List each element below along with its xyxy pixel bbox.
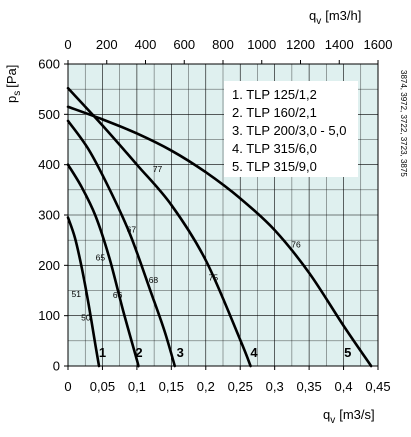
x-top-tick-label: 200 [96,37,118,52]
x-bottom-tick-label: 0,2 [197,379,215,394]
x-bottom-axis-unit: [m3/s] [339,407,374,422]
x-bottom-tick-label: 0,45 [365,379,390,394]
x-top-tick-label: 1400 [325,37,354,52]
y-axis-symbol: p [4,96,19,103]
curve-2 [66,163,140,368]
y-tick-label: 0 [53,359,60,374]
x-top-tick-label: 800 [212,37,234,52]
x-bottom-tick-label: 0,25 [228,379,253,394]
x-top-tick-label: 0 [64,37,71,52]
efficiency-label: 77 [153,164,163,174]
x-bottom-ticks: 0 0,05 0,1 0,15 0,2 0,25 0,3 0,35 0,4 0,45 [64,366,391,394]
x-bottom-tick-label: 0,35 [296,379,321,394]
x-top-axis-symbol: q [309,8,316,23]
x-bottom-axis-title: qv [m3/s] [323,407,375,426]
legend-entry: 3. TLP 200/3,0 - 5,0 [232,123,346,138]
x-top-axis-title: qv [m3/h] [309,8,361,27]
side-code-text: 3874, 3972, 3722, 3723, 3875 [399,70,408,177]
curves [66,86,373,368]
y-axis-unit: [Pa] [4,65,19,88]
x-bottom-tick-label: 0,1 [128,379,146,394]
x-bottom-tick-label: 0 [64,379,71,394]
x-bottom-axis-subscript: v [330,415,335,426]
svg-text:qv[m3/s]: qv [m3/s] [323,407,375,426]
legend: 1. TLP 125/1,2 2. TLP 160/2,1 3. TLP 200… [224,81,358,177]
y-axis-subscript: s [12,91,23,96]
legend-entry: 4. TLP 315/6,0 [232,141,317,156]
efficiency-label: 50 [81,313,91,323]
y-tick-label: 100 [38,308,60,323]
efficiency-label: 76 [291,240,301,250]
y-tick-label: 400 [38,157,60,172]
svg-text:qv[m3/h]: qv [m3/h] [309,8,361,27]
x-top-tick-label: 400 [135,37,157,52]
x-top-tick-label: 1200 [286,37,315,52]
efficiency-label: 68 [149,275,159,285]
x-bottom-tick-label: 0,4 [335,379,353,394]
x-top-axis-subscript: v [316,16,321,27]
x-top-tick-label: 1000 [247,37,276,52]
curve-1 [66,216,101,368]
curve-3 [66,119,177,368]
svg-text:ps[Pa]: ps [Pa] [4,65,23,103]
curve-number-label: 2 [135,345,142,360]
curve-5 [66,105,373,368]
x-top-axis-unit: [m3/h] [325,8,361,23]
efficiency-label: 66 [113,290,123,300]
curve-number-label: 3 [177,345,184,360]
x-bottom-tick-label: 0,05 [90,379,115,394]
x-bottom-tick-label: 0,3 [266,379,284,394]
x-top-tick-label: 600 [173,37,195,52]
y-ticks: 0 100 200 300 400 500 600 [38,57,68,374]
x-top-ticks: 0 200 400 600 800 1000 1200 1400 1600 [64,37,392,64]
y-axis-title: ps [Pa] [4,65,23,103]
efficiency-label: 65 [96,252,106,262]
y-tick-label: 600 [38,57,60,72]
y-tick-label: 300 [38,208,60,223]
y-tick-label: 500 [38,107,60,122]
legend-entry: 5. TLP 315/9,0 [232,159,317,174]
y-tick-label: 200 [38,258,60,273]
efficiency-label: 51 [72,289,82,299]
efficiency-label: 67 [127,225,137,235]
curve-4 [66,86,252,368]
curve-number-label: 4 [250,345,258,360]
efficiency-label: 75 [209,272,219,282]
curve-number-label: 5 [344,345,351,360]
legend-entry: 2. TLP 160/2,1 [232,105,317,120]
legend-entry: 1. TLP 125/1,2 [232,87,317,102]
x-top-tick-label: 1600 [364,37,393,52]
curve-number-label: 1 [99,345,106,360]
x-bottom-tick-label: 0,15 [159,379,184,394]
x-bottom-axis-symbol: q [323,407,330,422]
legend-box [224,81,358,177]
